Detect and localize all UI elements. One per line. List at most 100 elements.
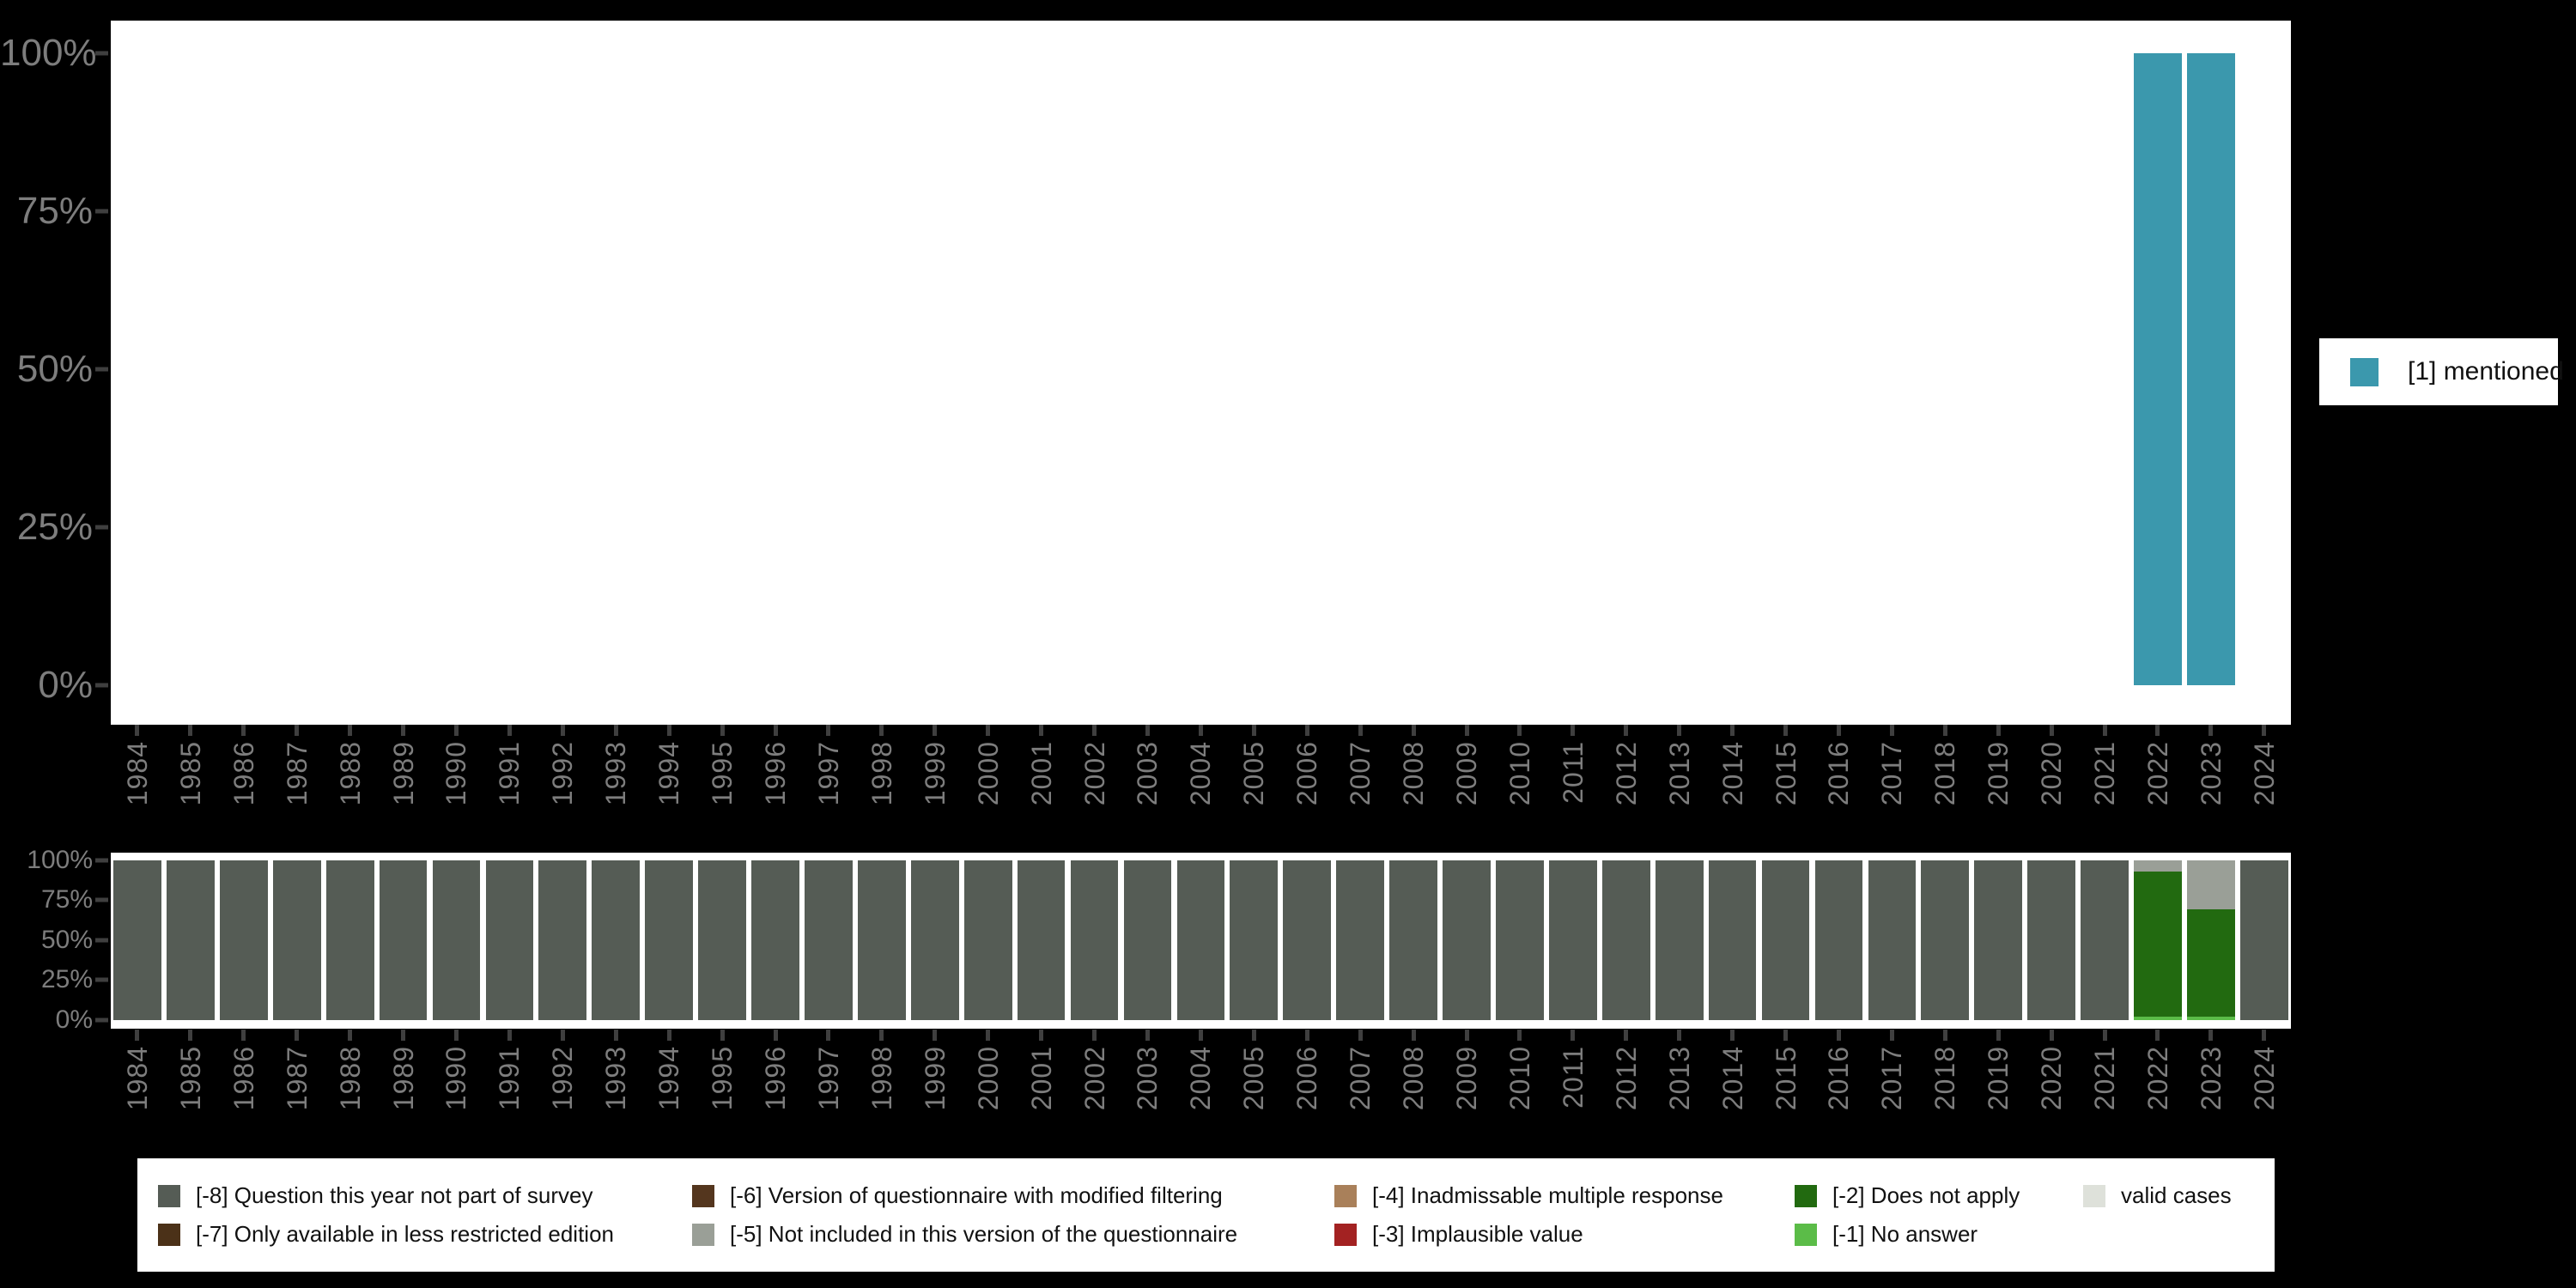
bottom-chart-slot-2009 [1440, 860, 1493, 1020]
bottom-chart-slot-2020 [2025, 860, 2078, 1020]
x-tick-label-1991: 1991 [494, 1046, 526, 1111]
top-chart-slot-2016 [1813, 53, 1866, 685]
x-tick-mark [1942, 725, 1947, 736]
x-axis-slot: 2024 [2238, 725, 2291, 805]
x-tick-label-1986: 1986 [228, 741, 259, 806]
right-legend: [1] mentioned [2319, 338, 2564, 405]
x-axis-slot: 1989 [377, 725, 430, 805]
top-chart-slot-1992 [536, 53, 589, 685]
x-tick-label-2001: 2001 [1025, 741, 1057, 806]
bar-segment [858, 860, 906, 1020]
y-tick-label: 25% [40, 965, 93, 993]
bottom-chart-slot-1996 [749, 860, 802, 1020]
y-tick-mark [95, 1018, 108, 1023]
bar-segment [1389, 860, 1437, 1020]
x-axis-slot: 1997 [802, 725, 855, 805]
bottom-chart-bar-2008 [1389, 860, 1437, 1020]
top-chart-bar-2022 [2134, 53, 2182, 685]
x-tick-mark [1517, 1030, 1522, 1041]
x-tick-mark [613, 725, 618, 736]
x-axis-slot: 2017 [1865, 1030, 1918, 1110]
x-axis-slot: 2024 [2238, 1030, 2291, 1110]
x-tick-label-2021: 2021 [2089, 741, 2121, 806]
x-tick-mark [720, 725, 725, 736]
bottom-chart-slot-2000 [962, 860, 1015, 1020]
bottom-chart-bar-2003 [1123, 860, 1172, 1020]
top-chart-slot-1986 [217, 53, 270, 685]
x-tick-mark [2155, 725, 2160, 736]
x-tick-label-2016: 2016 [1823, 741, 1855, 806]
x-tick-mark [1942, 1030, 1947, 1041]
bottom-chart-bar-2005 [1230, 860, 1279, 1020]
x-axis-slot: 2014 [1706, 725, 1759, 805]
x-tick-mark [1358, 1030, 1363, 1041]
bottom-chart-bar-1990 [432, 860, 481, 1020]
top-chart-slot-1998 [855, 53, 908, 685]
bottom-chart-slot-2016 [1813, 860, 1866, 1020]
y-tick-label: 0% [55, 1005, 93, 1034]
bar-segment [1283, 860, 1332, 1020]
bottom-chart-slot-2007 [1334, 860, 1387, 1020]
x-tick-mark [2049, 725, 2054, 736]
x-tick-label-2004: 2004 [1185, 1046, 1217, 1111]
top-chart-slot-1999 [908, 53, 962, 685]
top-chart-slot-1984 [111, 53, 164, 685]
bar-segment [1814, 860, 1863, 1020]
x-tick-mark [1411, 725, 1416, 736]
legend-label: valid cases [2121, 1182, 2232, 1208]
x-tick-mark [1889, 1030, 1894, 1041]
x-tick-mark [1304, 725, 1309, 736]
top-chart-slot-2015 [1759, 53, 1813, 685]
x-tick-mark [241, 725, 246, 736]
bar-segment [167, 860, 215, 1020]
x-axis-slot: 1998 [855, 725, 908, 805]
x-tick-mark [986, 1030, 991, 1041]
y-tick-label: 75% [16, 190, 93, 232]
bar-segment [645, 860, 694, 1020]
x-tick-mark [1730, 725, 1735, 736]
bottom-chart-slot-1986 [217, 860, 270, 1020]
x-tick-label-1999: 1999 [919, 741, 951, 806]
x-tick-mark [1198, 725, 1203, 736]
bottom-chart-slot-2013 [1653, 860, 1706, 1020]
x-tick-label-1987: 1987 [281, 1046, 313, 1111]
x-axis-slot: 2008 [1387, 725, 1440, 805]
x-tick-label-1996: 1996 [760, 1046, 792, 1111]
x-axis-slot: 1989 [377, 1030, 430, 1110]
top-chart-slot-1991 [483, 53, 536, 685]
x-tick-label-1995: 1995 [707, 1046, 738, 1111]
x-tick-label-1998: 1998 [866, 1046, 897, 1111]
x-axis-slot: 2009 [1440, 1030, 1493, 1110]
bottom-chart-slot-2005 [1227, 860, 1280, 1020]
y-tick-mark [95, 858, 108, 863]
x-tick-mark [1092, 725, 1097, 736]
missing-values-legend: [-8] Question this year not part of surv… [137, 1158, 2275, 1272]
x-tick-label-2006: 2006 [1291, 1046, 1323, 1111]
bottom-chart-bar-1984 [113, 860, 161, 1020]
y-tick-label: 50% [16, 348, 93, 390]
x-tick-mark [1251, 1030, 1256, 1041]
y-tick-mark [95, 209, 108, 214]
bottom-chart-slot-2004 [1174, 860, 1227, 1020]
bar-segment [2134, 860, 2182, 872]
bottom-chart-bar-2017 [1868, 860, 1917, 1020]
x-tick-label-2012: 2012 [1610, 1046, 1642, 1111]
x-tick-label-2000: 2000 [972, 741, 1004, 806]
top-chart-slot-2022 [2131, 53, 2184, 685]
x-axis-slot: 2004 [1174, 1030, 1227, 1110]
x-tick-mark [348, 725, 353, 736]
bottom-chart-slot-1997 [802, 860, 855, 1020]
x-tick-label-2010: 2010 [1504, 1046, 1535, 1111]
x-tick-label-1997: 1997 [812, 741, 844, 806]
x-axis-slot: 2011 [1546, 1030, 1600, 1110]
bar-segment [1868, 860, 1917, 1020]
bottom-chart-slot-1987 [270, 860, 324, 1020]
x-tick-mark [1039, 1030, 1044, 1041]
bottom-chart-slot-1998 [855, 860, 908, 1020]
x-tick-label-2009: 2009 [1451, 741, 1482, 806]
y-tick-mark [95, 367, 108, 372]
x-tick-mark [1039, 725, 1044, 736]
bar-segment [1496, 860, 1544, 1020]
top-chart-slot-2000 [962, 53, 1015, 685]
x-axis-slot: 2013 [1653, 1030, 1706, 1110]
